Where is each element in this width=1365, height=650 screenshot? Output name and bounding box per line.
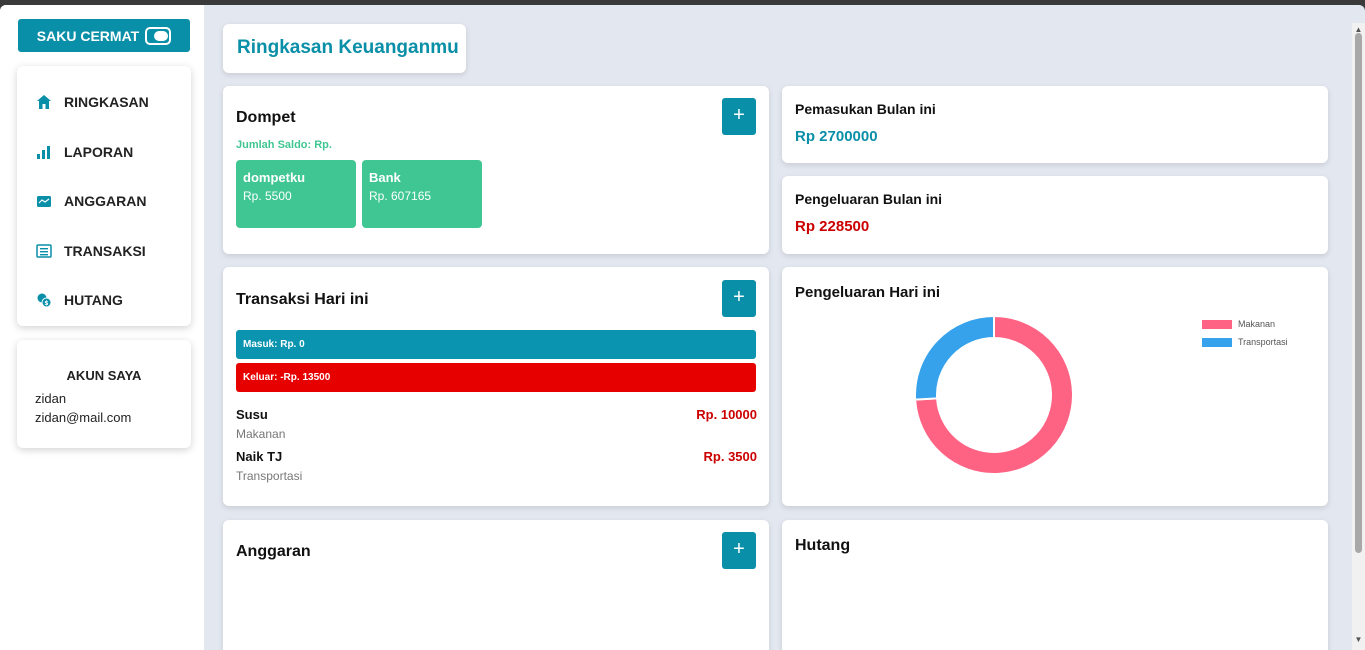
page-title: Ringkasan Keuanganmu — [237, 37, 459, 58]
account-title: AKUN SAYA — [66, 368, 142, 383]
sidebar-item-laporan[interactable]: LAPORAN — [17, 137, 191, 167]
expense-card: Pengeluaran Bulan ini Rp 228500 — [782, 176, 1328, 254]
legend-label: Transportasi — [1238, 337, 1288, 347]
wallet-card: Dompet + Jumlah Saldo: Rp. dompetku Rp. … — [223, 86, 769, 254]
account-card: AKUN SAYA zidan zidan@mail.com — [17, 340, 191, 448]
wallet-amount: Rp. 5500 — [243, 189, 292, 203]
sidebar-item-label: LAPORAN — [64, 144, 134, 160]
account-name: zidan — [35, 391, 67, 406]
debt-card: Hutang — [782, 520, 1328, 650]
add-transaction-button[interactable]: + — [722, 280, 756, 317]
scrollbar-thumb[interactable] — [1355, 33, 1362, 553]
legend-swatch — [1202, 319, 1232, 329]
legend-swatch — [1202, 337, 1232, 347]
expense-bar: Keluar: -Rp. 13500 — [236, 363, 756, 392]
today-expense-chart-title: Pengeluaran Hari ini — [795, 284, 941, 301]
debt-card-title: Hutang — [795, 537, 851, 554]
sidebar-item-hutang[interactable]: $ HUTANG — [17, 285, 191, 315]
expense-value: Rp 228500 — [795, 218, 870, 235]
scroll-up-icon[interactable]: ▲ — [1354, 25, 1363, 34]
today-transactions-card: Transaksi Hari ini + Masuk: Rp. 0 Keluar… — [223, 267, 769, 506]
brand-button[interactable]: SAKU CERMAT — [18, 19, 190, 52]
balance-label: Jumlah Saldo: Rp. — [236, 139, 332, 151]
wallet-name: Bank — [369, 170, 401, 185]
transaction-category: Makanan — [236, 427, 286, 441]
income-card: Pemasukan Bulan ini Rp 2700000 — [782, 86, 1328, 163]
sidebar-item-label: HUTANG — [64, 292, 123, 308]
donut-slice-makanan[interactable] — [914, 314, 1074, 475]
donut-chart — [914, 314, 1074, 475]
today-transactions-title: Transaksi Hari ini — [236, 291, 369, 308]
legend-item[interactable]: Makanan — [1202, 315, 1288, 333]
transaction-category: Transportasi — [236, 469, 303, 483]
expense-title: Pengeluaran Bulan ini — [795, 191, 943, 207]
scroll-down-icon[interactable]: ▼ — [1354, 635, 1363, 644]
add-wallet-button[interactable]: + — [722, 98, 756, 135]
bar-chart-icon — [37, 146, 50, 159]
list-icon — [36, 244, 52, 258]
sidebar: SAKU CERMAT RINGKASAN LAPORAN ANGGARAN T… — [0, 5, 204, 650]
budget-card: Anggaran + — [223, 520, 769, 650]
sidebar-item-transaksi[interactable]: TRANSAKSI — [17, 236, 191, 266]
wallet-icon — [37, 196, 51, 207]
page-title-card: Ringkasan Keuanganmu — [223, 24, 466, 73]
wallet-amount: Rp. 607165 — [369, 189, 432, 203]
legend-label: Makanan — [1238, 319, 1276, 329]
chart-legend: Makanan Transportasi — [1202, 315, 1288, 351]
sidebar-item-label: TRANSAKSI — [64, 243, 146, 259]
sidebar-item-ringkasan[interactable]: RINGKASAN — [17, 87, 191, 117]
app-window: SAKU CERMAT RINGKASAN LAPORAN ANGGARAN T… — [0, 5, 1365, 650]
svg-text:$: $ — [44, 300, 48, 307]
income-title: Pemasukan Bulan ini — [795, 101, 936, 117]
account-email: zidan@mail.com — [35, 410, 132, 425]
page-scrollbar[interactable] — [1352, 23, 1365, 650]
transaction-amount: Rp. 3500 — [703, 449, 757, 464]
add-budget-button[interactable]: + — [722, 532, 756, 569]
home-icon — [37, 95, 51, 109]
today-expense-chart-card: Pengeluaran Hari ini Makanan Transportasi — [782, 267, 1328, 506]
wallet-item[interactable]: dompetku Rp. 5500 — [236, 160, 356, 228]
wallet-name: dompetku — [243, 170, 306, 185]
legend-item[interactable]: Transportasi — [1202, 333, 1288, 351]
transaction-amount: Rp. 10000 — [696, 407, 757, 422]
wallet-card-title: Dompet — [236, 109, 296, 126]
income-bar: Masuk: Rp. 0 — [236, 330, 756, 359]
transaction-name: Naik TJ — [236, 449, 283, 464]
income-value: Rp 2700000 — [795, 128, 878, 145]
brand-title: SAKU CERMAT — [36, 27, 140, 44]
sidebar-item-label: RINGKASAN — [64, 94, 149, 110]
sidebar-item-label: ANGGARAN — [64, 193, 147, 209]
transaction-name: Susu — [236, 407, 268, 422]
donut-slice-transportasi[interactable] — [914, 314, 995, 401]
wallet-item[interactable]: Bank Rp. 607165 — [362, 160, 482, 228]
budget-card-title: Anggaran — [236, 543, 311, 560]
toggle-icon — [145, 26, 172, 45]
sidebar-item-anggaran[interactable]: ANGGARAN — [17, 186, 191, 216]
coins-icon: $ — [37, 293, 52, 308]
nav-menu: RINGKASAN LAPORAN ANGGARAN TRANSAKSI $ H… — [17, 66, 191, 326]
